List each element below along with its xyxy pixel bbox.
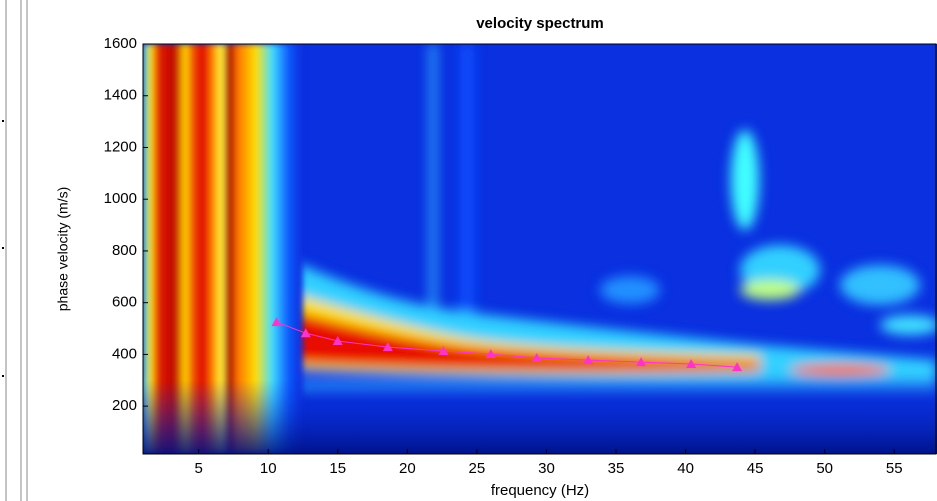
y-axis-label: phase velocity (m/s): [55, 187, 71, 311]
plot-frame: [142, 43, 937, 455]
y-tick-label: 1400: [104, 87, 137, 104]
x-tick-label: 10: [260, 460, 277, 477]
panel-mark: [2, 375, 4, 377]
pick-marker: [438, 346, 449, 356]
chart-title: velocity spectrum: [476, 15, 604, 32]
y-tick-label: 200: [112, 397, 137, 414]
x-tick-label: 15: [329, 460, 346, 477]
panel-mark: [2, 247, 4, 249]
spectrum-image: [143, 44, 937, 454]
y-tick-label: 1600: [104, 35, 137, 52]
pick-marker: [485, 349, 496, 359]
x-tick-label: 40: [677, 460, 694, 477]
pick-marker: [636, 357, 647, 367]
x-tick-label: 25: [469, 460, 486, 477]
pick-marker: [271, 317, 282, 327]
pick-marker: [686, 358, 697, 368]
y-tick-label: 400: [112, 345, 137, 362]
panel-mark: [2, 120, 4, 122]
x-tick-label: 5: [194, 460, 202, 477]
x-axis-label: frequency (Hz): [491, 482, 589, 499]
pick-marker: [531, 353, 542, 363]
y-tick-label: 600: [112, 294, 137, 311]
pick-marker: [732, 362, 743, 372]
pick-marker: [382, 342, 393, 352]
y-tick-label: 1200: [104, 138, 137, 155]
x-tick-label: 50: [816, 460, 833, 477]
x-tick-label: 35: [608, 460, 625, 477]
x-tick-label: 45: [747, 460, 764, 477]
pick-marker: [332, 335, 343, 345]
x-tick-label: 20: [399, 460, 416, 477]
y-tick-label: 800: [112, 242, 137, 259]
x-tick-label: 55: [886, 460, 903, 477]
x-tick-label: 30: [538, 460, 555, 477]
pick-marker: [583, 355, 594, 365]
y-tick-label: 1000: [104, 190, 137, 207]
pick-marker: [300, 328, 311, 338]
